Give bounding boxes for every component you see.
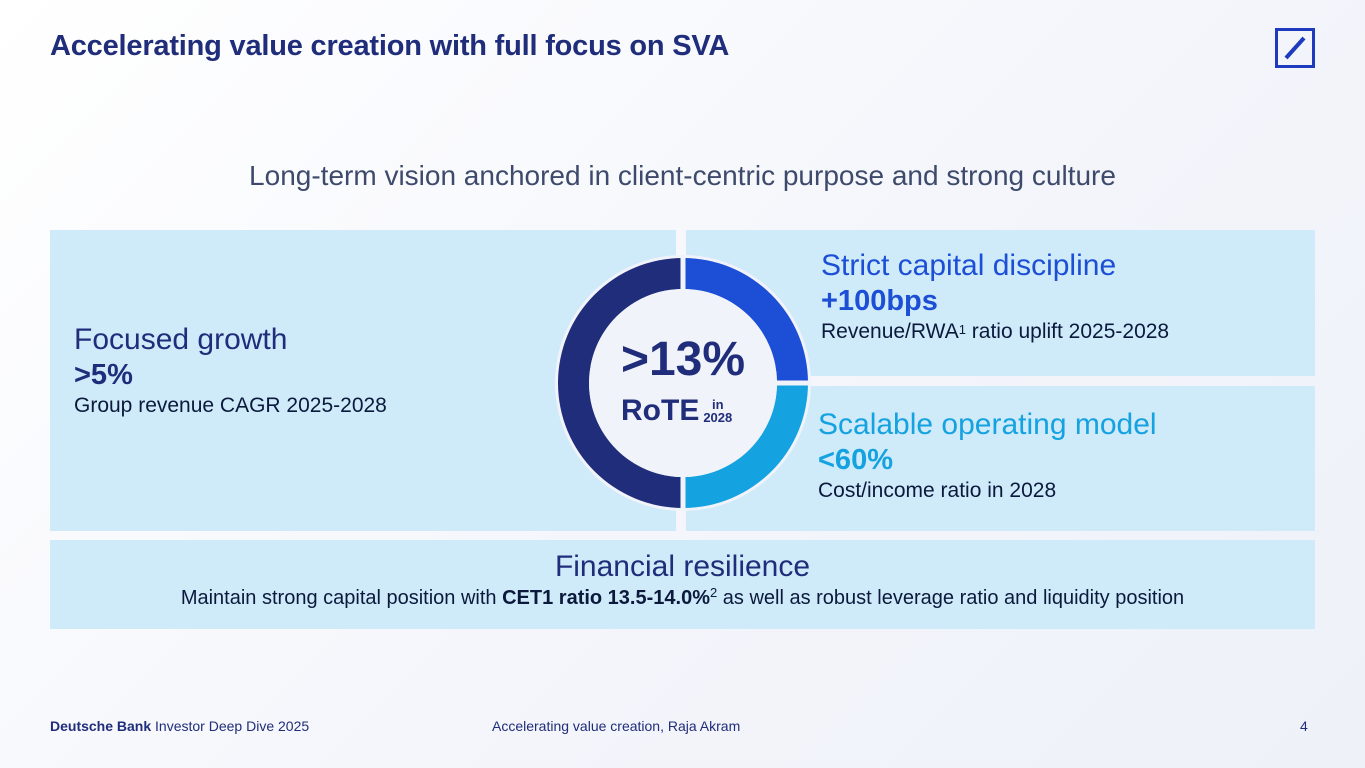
ring-inner xyxy=(589,289,777,477)
capital-discipline-block: Strict capital discipline +100bps Revenu… xyxy=(821,248,1169,346)
rote-target-value: >13% xyxy=(620,333,746,386)
footnote-1: 1 xyxy=(958,322,966,337)
financial-resilience-desc-rest: as well as robust leverage ratio and liq… xyxy=(717,587,1185,609)
footer-event: Investor Deep Dive 2025 xyxy=(151,718,310,734)
capital-discipline-desc-text: Revenue/RWA xyxy=(821,320,959,343)
page-title: Accelerating value creation with full fo… xyxy=(50,30,730,62)
operating-model-description: Cost/income ratio in 2028 xyxy=(818,479,1057,502)
focused-growth-description: Group revenue CAGR 2025-2028 xyxy=(74,394,387,417)
capital-discipline-desc-rest: ratio uplift 2025-2028 xyxy=(965,320,1170,343)
deutsche-bank-logo-icon xyxy=(1275,28,1315,68)
capital-discipline-heading: Strict capital discipline xyxy=(821,249,1117,282)
ring-segment-operating xyxy=(683,383,808,508)
rote-year-in: in xyxy=(712,397,724,412)
rote-label-row: RoTE in 2028 xyxy=(621,394,781,428)
rote-year-value: 2028 xyxy=(703,410,733,425)
footer-brand-name: Deutsche Bank xyxy=(50,718,152,734)
rote-ring-diagram xyxy=(555,255,811,511)
rote-year: in 2028 xyxy=(703,398,732,424)
financial-resilience-panel xyxy=(50,540,1315,629)
page-number: 4 xyxy=(1300,718,1308,734)
financial-resilience-desc-text: Maintain strong capital position with xyxy=(180,587,503,609)
cet1-ratio-text: CET1 ratio 13.5-14.0% xyxy=(502,587,710,609)
operating-model-heading: Scalable operating model xyxy=(818,408,1157,441)
operating-model-value: <60% xyxy=(818,444,893,476)
focused-growth-heading: Focused growth xyxy=(74,323,288,356)
vision-subtitle: Long-term vision anchored in client-cent… xyxy=(249,160,1116,191)
ring-segment-growth xyxy=(558,258,683,508)
footnote-2: 2 xyxy=(709,585,718,600)
ring-segment-capital xyxy=(683,258,808,383)
financial-resilience-description: Maintain strong capital position with CE… xyxy=(50,585,1315,610)
rote-center: >13% RoTE in 2028 xyxy=(586,286,780,480)
capital-discipline-value: +100bps xyxy=(821,285,938,317)
footer-brand: Deutsche Bank Investor Deep Dive 2025 xyxy=(50,718,309,734)
focused-growth-block: Focused growth >5% Group revenue CAGR 20… xyxy=(74,322,387,420)
operating-model-block: Scalable operating model <60% Cost/incom… xyxy=(818,407,1157,505)
capital-discipline-description: Revenue/RWA1 ratio uplift 2025-2028 xyxy=(821,318,1169,346)
financial-resilience-heading: Financial resilience xyxy=(554,550,811,583)
rote-label: RoTE xyxy=(621,394,700,427)
focused-growth-value: >5% xyxy=(74,359,133,391)
footer-presentation-title: Accelerating value creation, Raja Akram xyxy=(492,718,741,734)
